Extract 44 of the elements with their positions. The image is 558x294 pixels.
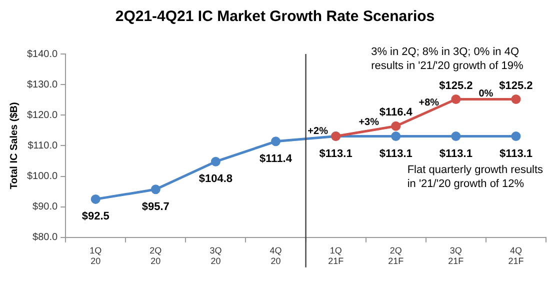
point <box>451 131 461 141</box>
data-label: $116.4 <box>379 106 414 119</box>
data-label: $113.1 <box>319 148 352 160</box>
y-axis-title: Total IC Sales ($B) <box>8 102 20 190</box>
y-tick-label: $80.0 <box>32 232 58 244</box>
y-tick-label: $110.0 <box>28 140 58 152</box>
x-tick-label: 3Q 20 <box>210 245 222 266</box>
y-tick-label: $100.0 <box>26 171 58 182</box>
point <box>391 121 401 131</box>
y-tick-label: $130.0 <box>26 79 58 90</box>
data-label: $92.5 <box>82 210 110 223</box>
point <box>90 194 100 204</box>
annotation: 0% <box>478 88 494 100</box>
x-tick-label: 3Q 21F <box>448 245 464 266</box>
x-tick-label: 2Q 21F <box>388 245 404 266</box>
data-label: $125.2 <box>499 80 533 92</box>
annotation: +8% <box>418 98 440 109</box>
point <box>511 94 521 104</box>
data-label: $104.8 <box>198 173 233 186</box>
data-label: $113.1 <box>499 148 532 160</box>
data-label: $113.1 <box>379 148 412 160</box>
point <box>451 94 461 104</box>
x-tick-label: 2Q 20 <box>150 245 162 266</box>
data-label: $125.2 <box>439 80 473 92</box>
data-label: $111.4 <box>260 152 293 165</box>
data-label: $113.1 <box>439 148 472 160</box>
chart-title: 2Q21-4Q21 IC Market Growth Rate Scenarios <box>115 8 435 26</box>
annotation: 3% in 2Q; 8% in 3Q; 0% in 4Q results in '21/'20 growth of 19% <box>371 46 524 72</box>
data-label: $95.7 <box>142 200 170 213</box>
y-tick-label: $120.0 <box>26 110 58 121</box>
x-tick-label: 1Q 20 <box>90 245 102 266</box>
point <box>210 156 220 166</box>
point <box>391 131 401 141</box>
annotation: +3% <box>358 117 380 128</box>
point <box>511 131 521 141</box>
x-tick-label: 4Q 20 <box>270 245 282 266</box>
annotation: Flat quarterly growth results in '21/'20 growth of 12% <box>407 164 544 190</box>
point <box>150 184 160 194</box>
y-tick-label: $90.0 <box>32 202 58 213</box>
point <box>271 136 281 146</box>
y-tick-label: $140.0 <box>26 48 58 60</box>
x-tick-label: 4Q 21F <box>508 245 524 266</box>
x-tick-label: 1Q 21F <box>328 245 344 266</box>
annotation: +2% <box>308 126 328 137</box>
